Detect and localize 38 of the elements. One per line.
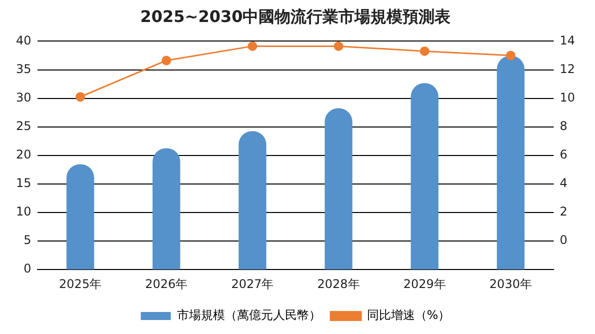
- legend-label: 同比增速（%）: [366, 308, 450, 322]
- bar: [496, 56, 525, 270]
- point: [76, 92, 86, 102]
- legend-label: 市場規模（萬億元人民幣）: [176, 308, 321, 322]
- y-tick-label: 0: [24, 262, 32, 276]
- y-tick-label: 5: [24, 233, 32, 248]
- x-tick-label: 2025年: [59, 276, 102, 291]
- point: [248, 41, 258, 51]
- y-tick-label: 40: [16, 33, 32, 48]
- y2-tick-label: 2: [560, 204, 568, 219]
- y-tick-label: 20: [16, 148, 32, 162]
- y-tick-label: 35: [16, 62, 32, 76]
- point: [506, 50, 516, 60]
- x-tick-label: 2030年: [489, 276, 532, 291]
- y-tick-label: 10: [16, 204, 32, 219]
- y-tick-label: 15: [16, 176, 32, 190]
- bar: [238, 131, 266, 270]
- y2-tick-label: 14: [560, 33, 576, 48]
- y2-tick-label: 12: [560, 62, 576, 76]
- y-tick-label: 25: [16, 118, 32, 133]
- chart-title: 2025~2030中國物流行業市場規模預測表: [140, 6, 452, 26]
- point: [334, 41, 344, 51]
- x-tick-label: 2029年: [403, 276, 446, 291]
- x-tick-label: 2026年: [145, 276, 188, 291]
- x-tick-label: 2028年: [317, 276, 360, 291]
- y2-tick-label: 6: [560, 148, 568, 162]
- y-tick-label: 30: [16, 90, 32, 104]
- y2-tick-label: 4: [560, 176, 568, 190]
- x-tick-label: 2027年: [231, 276, 274, 291]
- y2-tick-label: 0: [560, 233, 568, 248]
- bar: [66, 164, 94, 270]
- point: [162, 56, 172, 66]
- bar: [324, 108, 352, 270]
- point: [420, 46, 430, 56]
- bar: [152, 148, 180, 270]
- y2-tick-label: 8: [560, 118, 568, 133]
- y2-tick-label: 10: [560, 90, 576, 104]
- bar: [410, 83, 438, 270]
